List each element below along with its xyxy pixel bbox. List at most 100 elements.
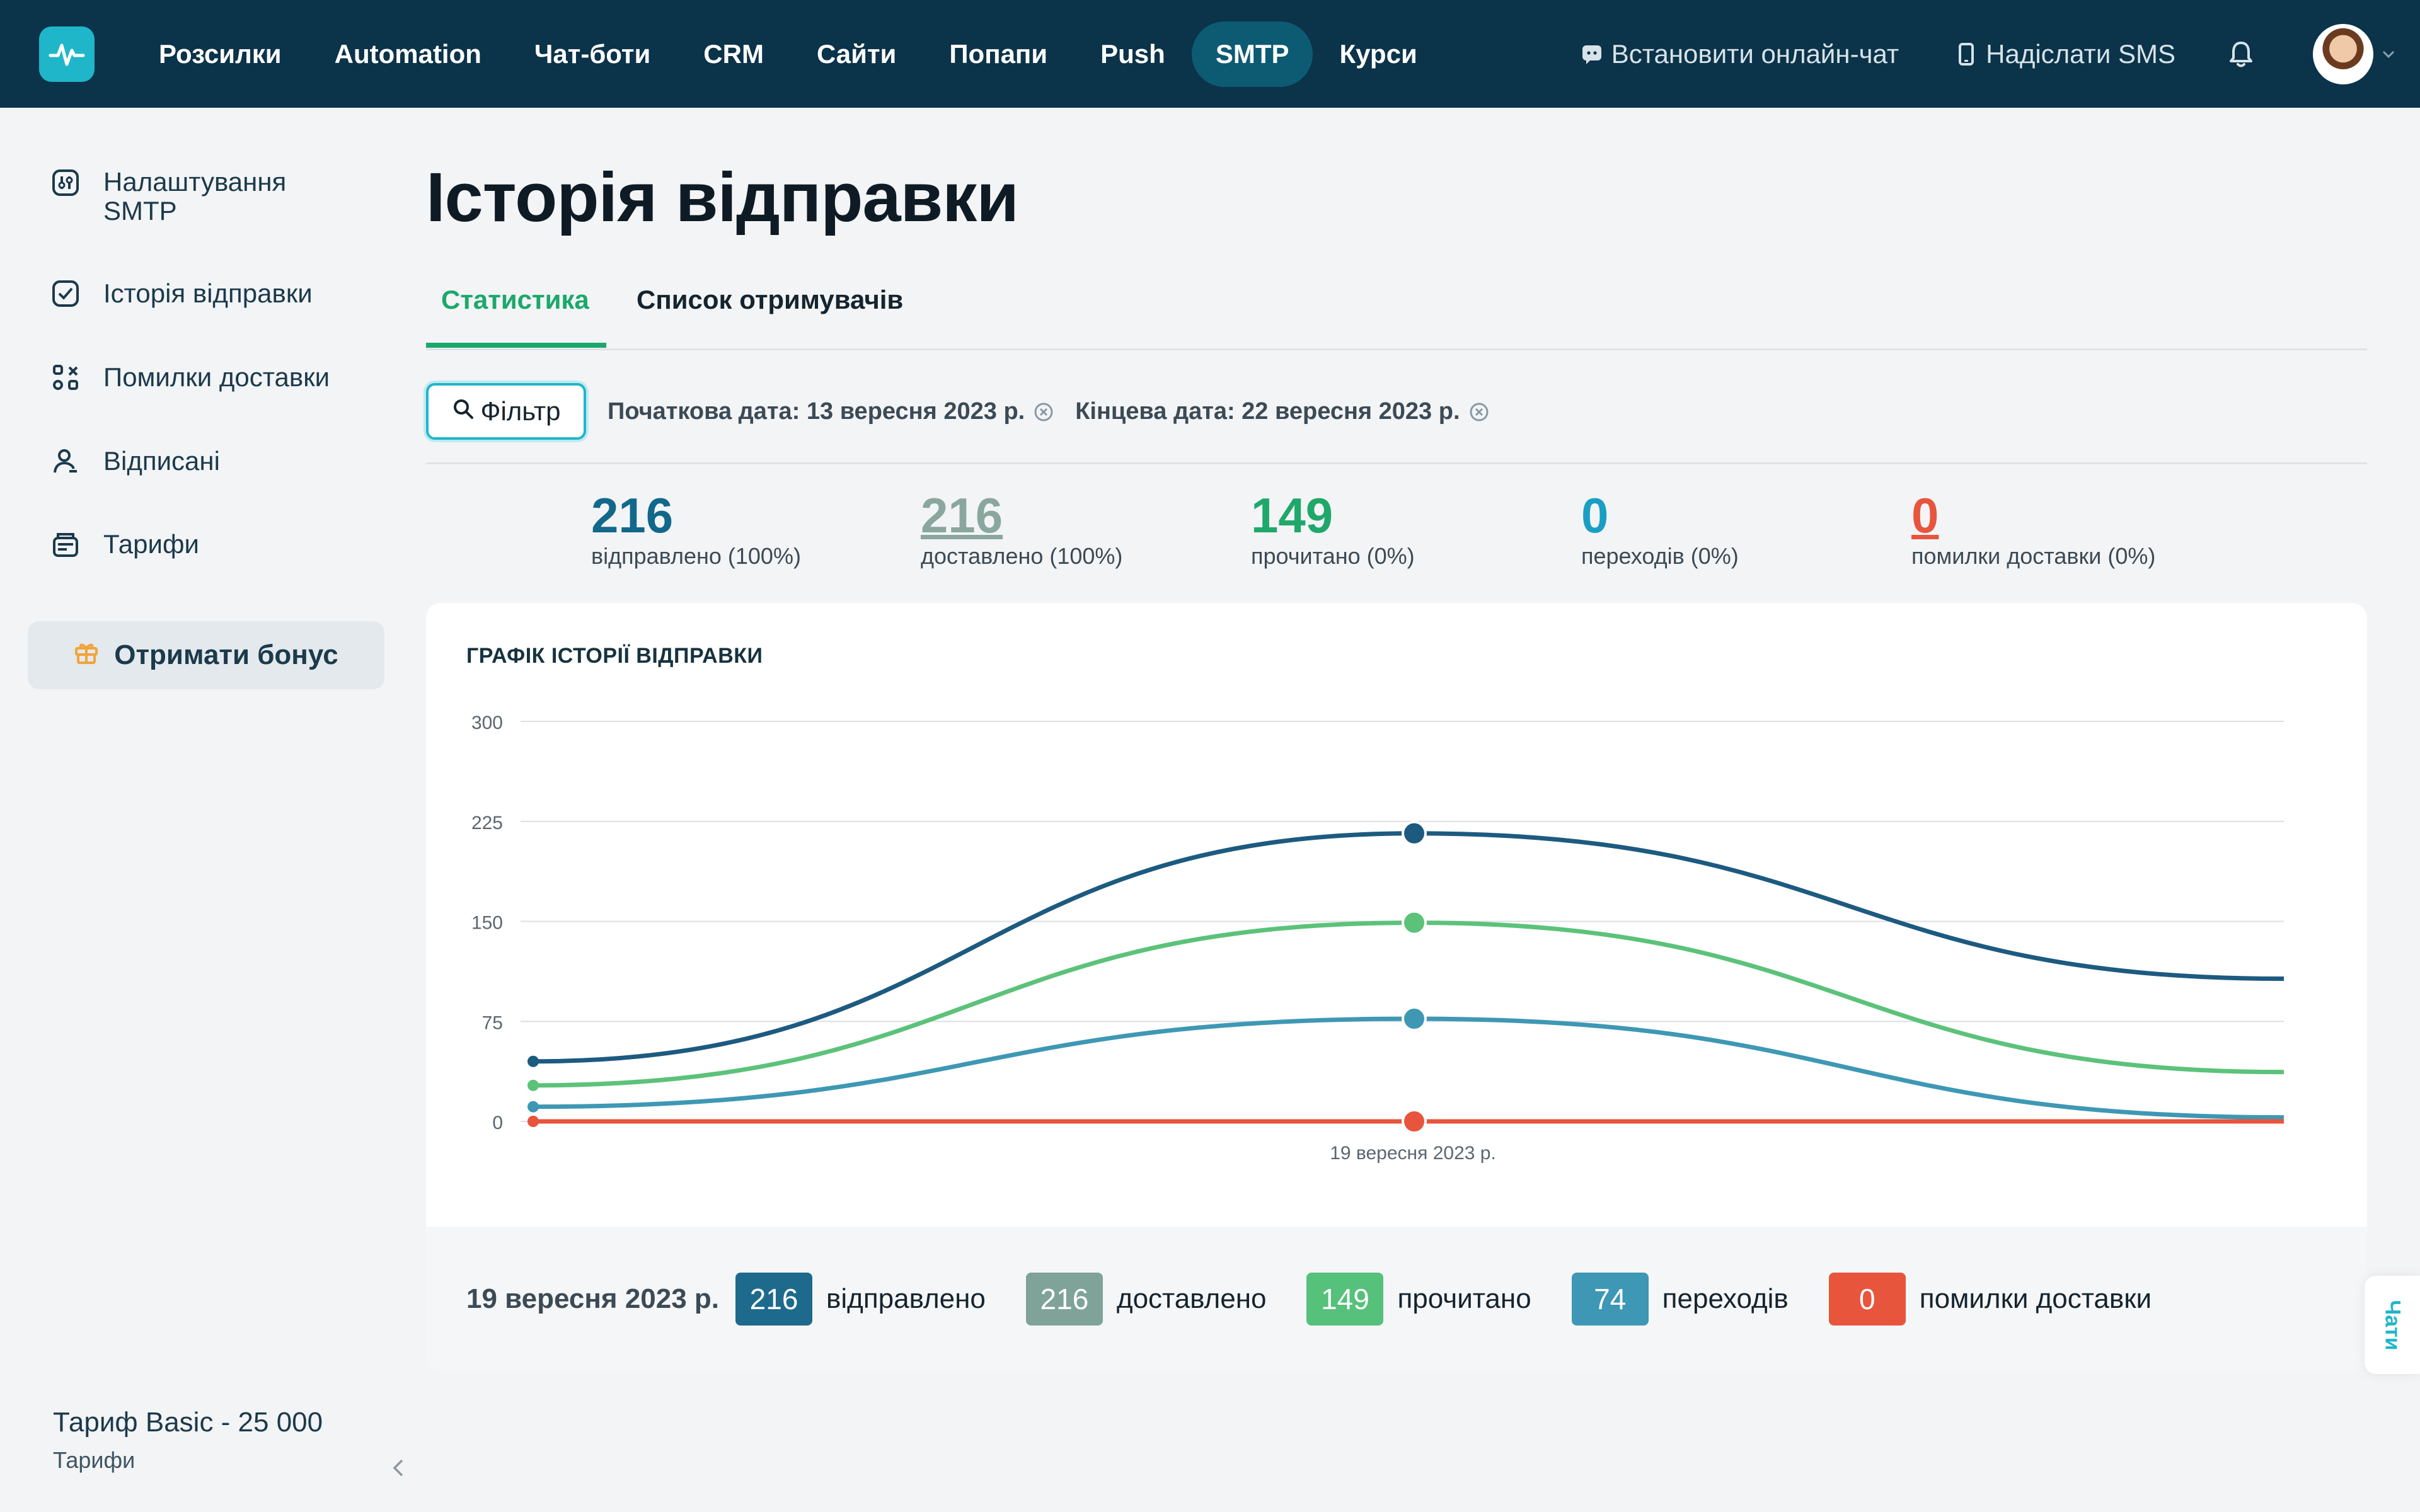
notification-bell-icon[interactable] bbox=[2226, 39, 2256, 69]
delivery-errors-icon bbox=[50, 362, 81, 392]
phone-icon bbox=[1956, 42, 1977, 66]
filter-button[interactable]: Фільтр bbox=[426, 383, 586, 440]
app-logo-icon[interactable] bbox=[39, 26, 95, 82]
start-date-chip: Початкова дата: 13 вересня 2023 р. bbox=[608, 398, 1054, 425]
chats-side-tab-label: Чати bbox=[2380, 1299, 2405, 1351]
get-bonus-label: Отримати бонус bbox=[114, 639, 338, 670]
series-highlight-point-0 bbox=[1402, 820, 1427, 846]
filter-button-label: Фільтр bbox=[480, 396, 561, 426]
nav-item-push[interactable]: Push bbox=[1100, 39, 1165, 69]
summary-errors-badge: 0 bbox=[1828, 1273, 1906, 1326]
stat-sent-value: 216 bbox=[591, 488, 674, 543]
nav-item-sites[interactable]: Сайти bbox=[816, 39, 897, 69]
chevron-down-icon[interactable] bbox=[2382, 48, 2395, 60]
clear-start-date-close-icon[interactable] bbox=[1034, 401, 1054, 421]
stat-delivery-errors-label: помилки доставки (0%) bbox=[1911, 543, 2156, 569]
series-start-point-1 bbox=[527, 1079, 539, 1091]
install-chat-label: Встановити онлайн-чат bbox=[1611, 38, 1899, 69]
chart-title: ГРАФІК ІСТОРІЇ ВІДПРАВКИ bbox=[466, 644, 763, 668]
tab-statistics[interactable]: Статистика bbox=[441, 285, 589, 314]
summary-clicks-badge: 74 bbox=[1571, 1273, 1649, 1326]
stat-sent-label: відправлено (100%) bbox=[591, 543, 801, 569]
x-tick-label: 19 вересня 2023 р. bbox=[1330, 1143, 1496, 1164]
sidebar-item-label: Налаштування SMTP bbox=[103, 167, 287, 226]
sidebar-item-unsubscribed[interactable]: Відписані bbox=[50, 446, 220, 476]
end-date-label: Кінцева дата: 22 вересня 2023 р. bbox=[1075, 398, 1460, 425]
stat-read: 149 прочитано (0%) bbox=[1251, 485, 1415, 570]
plan-title: Тариф Basic - 25 000 bbox=[53, 1407, 323, 1438]
series-highlight-point-3 bbox=[1402, 1109, 1427, 1134]
stat-delivered[interactable]: 216 доставлено (100%) bbox=[921, 485, 1122, 570]
y-tick-label: 225 bbox=[471, 813, 503, 833]
gift-icon bbox=[74, 639, 99, 672]
nav-item-chatbots[interactable]: Чат-боти bbox=[534, 39, 651, 69]
unsubscribed-user-icon bbox=[50, 446, 81, 476]
top-right-actions: Встановити онлайн-чат Надіслати SMS bbox=[1581, 0, 2420, 108]
stat-delivery-errors[interactable]: 0 помилки доставки (0%) bbox=[1911, 485, 2155, 570]
user-avatar[interactable] bbox=[2313, 23, 2373, 84]
series-line-1 bbox=[531, 920, 2285, 1088]
plans-wallet-icon bbox=[50, 529, 81, 559]
chats-side-tab[interactable]: Чати bbox=[2365, 1276, 2420, 1374]
summary-errors-label: помилки доставки bbox=[1919, 1283, 2152, 1314]
end-date-chip: Кінцева дата: 22 вересня 2023 р. bbox=[1075, 398, 1489, 425]
tab-bar: Статистика Список отримувачів bbox=[426, 277, 2367, 350]
send-history-chart-card: ГРАФІК ІСТОРІЇ ВІДПРАВКИ 0 75 150 225 300 19 … bbox=[426, 603, 2367, 1372]
send-sms-label: Надіслати SMS bbox=[1986, 38, 2175, 69]
series-highlight-point-1 bbox=[1402, 910, 1427, 936]
sidebar-item-label: Відписані bbox=[103, 446, 220, 476]
page-title: Історія відправки bbox=[426, 159, 1019, 236]
sidebar-item-label: Помилки доставки bbox=[103, 362, 330, 392]
sidebar-item-send-history[interactable]: Історія відправки bbox=[50, 278, 313, 309]
collapse-sidebar-chevron-left-icon[interactable] bbox=[391, 1457, 410, 1482]
install-chat-link[interactable]: Встановити онлайн-чат bbox=[1581, 39, 1899, 69]
summary-delivered-badge: 216 bbox=[1025, 1273, 1103, 1326]
chart-tooltip-summary: 19 вересня 2023 р. 216 відправлено 216 д… bbox=[426, 1227, 2367, 1372]
send-sms-link[interactable]: Надіслати SMS bbox=[1956, 39, 2175, 69]
top-navigation-bar: Розсилки Automation Чат-боти CRM Сайти П… bbox=[0, 0, 2420, 108]
filter-divider bbox=[426, 462, 2367, 464]
sidebar-item-smtp-settings[interactable]: Налаштування SMTP bbox=[50, 168, 318, 226]
summary-sent-label: відправлено bbox=[826, 1283, 986, 1314]
tab-recipients-list[interactable]: Список отримувачів bbox=[637, 285, 904, 314]
nav-item-courses[interactable]: Курси bbox=[1339, 39, 1417, 69]
nav-item-mailings[interactable]: Розсилки bbox=[159, 39, 282, 69]
filter-row: Фільтр Початкова дата: 13 вересня 2023 р… bbox=[426, 383, 1489, 440]
series-start-point-3 bbox=[527, 1116, 539, 1127]
sidebar-item-label: Тарифи bbox=[103, 529, 199, 559]
stat-clicks-label: переходів (0%) bbox=[1581, 543, 1739, 569]
sidebar: Налаштування SMTP Історія відправки Поми… bbox=[0, 108, 403, 1512]
chat-bubble-icon bbox=[1581, 42, 1603, 66]
stat-delivered-label: доставлено (100%) bbox=[921, 543, 1123, 569]
summary-date: 19 вересня 2023 р. bbox=[466, 1283, 720, 1314]
plans-link[interactable]: Тарифи bbox=[53, 1447, 135, 1473]
active-tab-indicator bbox=[426, 343, 606, 348]
stat-read-label: прочитано (0%) bbox=[1251, 543, 1415, 569]
stat-clicks: 0 переходів (0%) bbox=[1581, 485, 1739, 570]
get-bonus-button[interactable]: Отримати бонус bbox=[28, 621, 384, 689]
clear-end-date-close-icon[interactable] bbox=[1469, 401, 1489, 421]
summary-delivered-label: доставлено bbox=[1116, 1283, 1267, 1314]
history-inbox-icon bbox=[50, 278, 81, 309]
start-date-label: Початкова дата: 13 вересня 2023 р. bbox=[608, 398, 1025, 425]
main-nav: Розсилки Automation Чат-боти CRM Сайти П… bbox=[132, 21, 1444, 87]
nav-item-automation[interactable]: Automation bbox=[334, 39, 481, 69]
y-tick-label: 300 bbox=[471, 713, 503, 733]
sidebar-item-plans[interactable]: Тарифи bbox=[50, 529, 199, 559]
nav-item-popups[interactable]: Попапи bbox=[949, 39, 1048, 69]
stat-delivered-value[interactable]: 216 bbox=[921, 488, 1003, 543]
stat-delivery-errors-value[interactable]: 0 bbox=[1911, 488, 1939, 543]
search-icon bbox=[452, 396, 475, 427]
line-chart: 0 75 150 225 300 19 вересня 2023 р. bbox=[471, 713, 2285, 1164]
nav-item-smtp[interactable]: SMTP bbox=[1191, 21, 1313, 87]
sidebar-item-delivery-errors[interactable]: Помилки доставки bbox=[50, 362, 330, 392]
stat-clicks-value: 0 bbox=[1581, 488, 1609, 543]
sidebar-item-label: Історія відправки bbox=[103, 278, 313, 308]
stat-read-value: 149 bbox=[1251, 488, 1334, 543]
summary-clicks-label: переходів bbox=[1662, 1283, 1789, 1314]
summary-read-badge: 149 bbox=[1306, 1273, 1384, 1326]
y-tick-label: 75 bbox=[482, 1012, 503, 1033]
nav-item-crm[interactable]: CRM bbox=[703, 39, 764, 69]
stat-sent: 216 відправлено (100%) bbox=[591, 485, 801, 570]
summary-read-label: прочитано bbox=[1397, 1283, 1531, 1314]
